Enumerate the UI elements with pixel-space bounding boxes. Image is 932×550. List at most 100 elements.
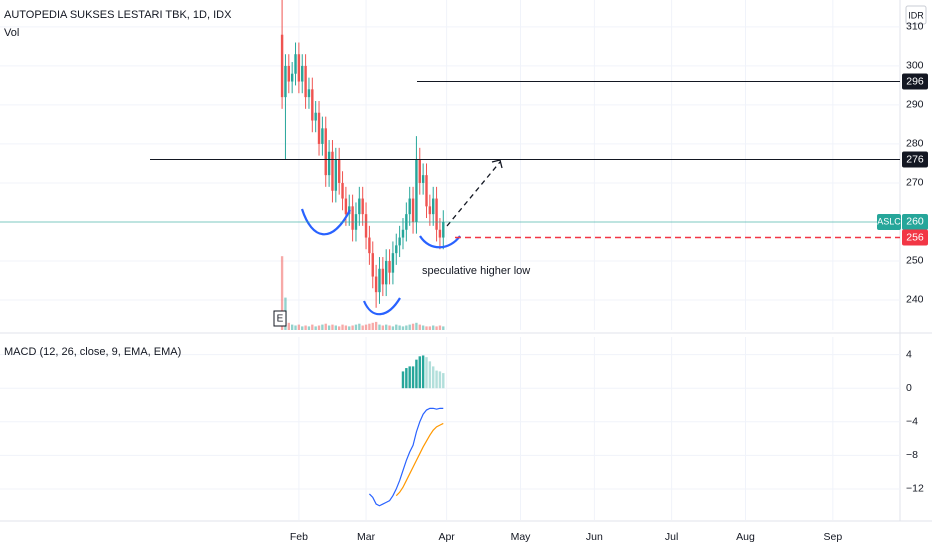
grid [0, 0, 900, 520]
y-tick-label: 240 [906, 294, 924, 306]
candle-body [418, 159, 421, 183]
histogram-bar [425, 357, 428, 389]
candle-body [408, 198, 411, 215]
volume-bar [287, 322, 290, 330]
candle-body [391, 253, 395, 273]
x-tick-label: Mar [357, 531, 376, 543]
volume-bar [385, 324, 388, 330]
candle-body [438, 229, 442, 238]
volume-bar [361, 325, 364, 330]
candle-body [401, 229, 405, 238]
candle-body [324, 128, 327, 176]
volume-bar [405, 325, 408, 330]
volume-bar [371, 322, 374, 330]
volume-bar [432, 325, 435, 330]
pattern-curve [300, 208, 351, 236]
pattern-curve [362, 297, 401, 316]
volume-bar [388, 325, 391, 330]
x-tick-label: May [511, 531, 532, 543]
candle-body [294, 54, 297, 74]
candle-body [425, 175, 428, 207]
volume-bar [341, 324, 344, 330]
volume-bar [401, 326, 405, 330]
level-label-box [902, 73, 928, 90]
candle-body [381, 268, 385, 285]
volume-bar [280, 256, 284, 330]
volume-bar [321, 324, 324, 330]
y-tick-label: 310 [906, 21, 924, 33]
volume-bar [317, 325, 321, 330]
projection-arrow [446, 161, 501, 227]
volume-bar [395, 324, 398, 330]
volume-bar [428, 326, 432, 330]
x-tick-label: Apr [438, 531, 455, 543]
y-tick-label: 290 [906, 99, 924, 111]
level-label-box [902, 151, 928, 168]
histogram-bar [415, 359, 418, 389]
volume-bar [418, 324, 421, 330]
volume-bar [294, 325, 297, 330]
last-price-name: ASLC [877, 216, 901, 226]
alert-box [902, 229, 928, 246]
candle-body [287, 65, 291, 82]
candle-body [384, 260, 388, 285]
y-tick-label: 280 [906, 138, 924, 150]
y-tick-label: −8 [906, 449, 918, 461]
candle-body [304, 65, 307, 98]
candle-body [314, 112, 317, 121]
candle-body [368, 237, 371, 254]
histogram-bar [418, 356, 421, 389]
candle-body [411, 198, 415, 222]
candle-body [415, 159, 418, 222]
y-tick-label: 4 [906, 348, 912, 360]
histogram-bar [408, 366, 411, 389]
candle-body [317, 112, 321, 144]
histogram-bar [442, 373, 445, 389]
histogram-bar [401, 371, 405, 389]
volume-bar [327, 325, 331, 330]
volume-bar [301, 326, 304, 330]
last-price-name-box [877, 213, 901, 230]
candle-body [331, 151, 334, 191]
candle-body [341, 182, 344, 199]
currency-box [905, 5, 927, 25]
candle-body [364, 214, 368, 238]
macd-line [368, 407, 444, 507]
histogram-bar [421, 355, 425, 389]
volume-bar [435, 326, 438, 330]
y-tick-label: −4 [906, 416, 918, 428]
volume-bar [311, 324, 314, 330]
histogram-bar [428, 361, 432, 389]
volume-bar [334, 325, 337, 330]
x-tick-label: Sep [823, 531, 842, 543]
event-box[interactable] [273, 310, 287, 327]
volume-bar [374, 321, 378, 330]
volume-bar [442, 326, 445, 330]
volume-bar [344, 325, 348, 330]
event-marker[interactable]: E [277, 314, 284, 325]
candle-body [432, 198, 435, 215]
volume-bar [290, 324, 294, 330]
y-tick-label: 250 [906, 255, 924, 267]
candle-body [280, 34, 284, 98]
currency: IDR [908, 10, 924, 20]
candle-body [358, 198, 361, 215]
candle-body [337, 159, 341, 183]
candle-body [388, 260, 391, 273]
volume-bar [304, 325, 307, 330]
last-price-box [902, 213, 928, 230]
candle-body [395, 245, 398, 254]
volume-bar [415, 322, 418, 330]
candle-body [311, 89, 314, 121]
y-tick-label: 300 [906, 60, 924, 72]
volume-bar [324, 323, 327, 330]
last-price-label: 260 [906, 216, 924, 228]
x-tick-label: Feb [290, 531, 308, 543]
volume-bar [381, 325, 385, 330]
candle-body [435, 198, 438, 230]
volume-bar [348, 326, 351, 330]
x-tick-label: Aug [736, 531, 755, 543]
annotation: speculative higher low [422, 265, 530, 277]
